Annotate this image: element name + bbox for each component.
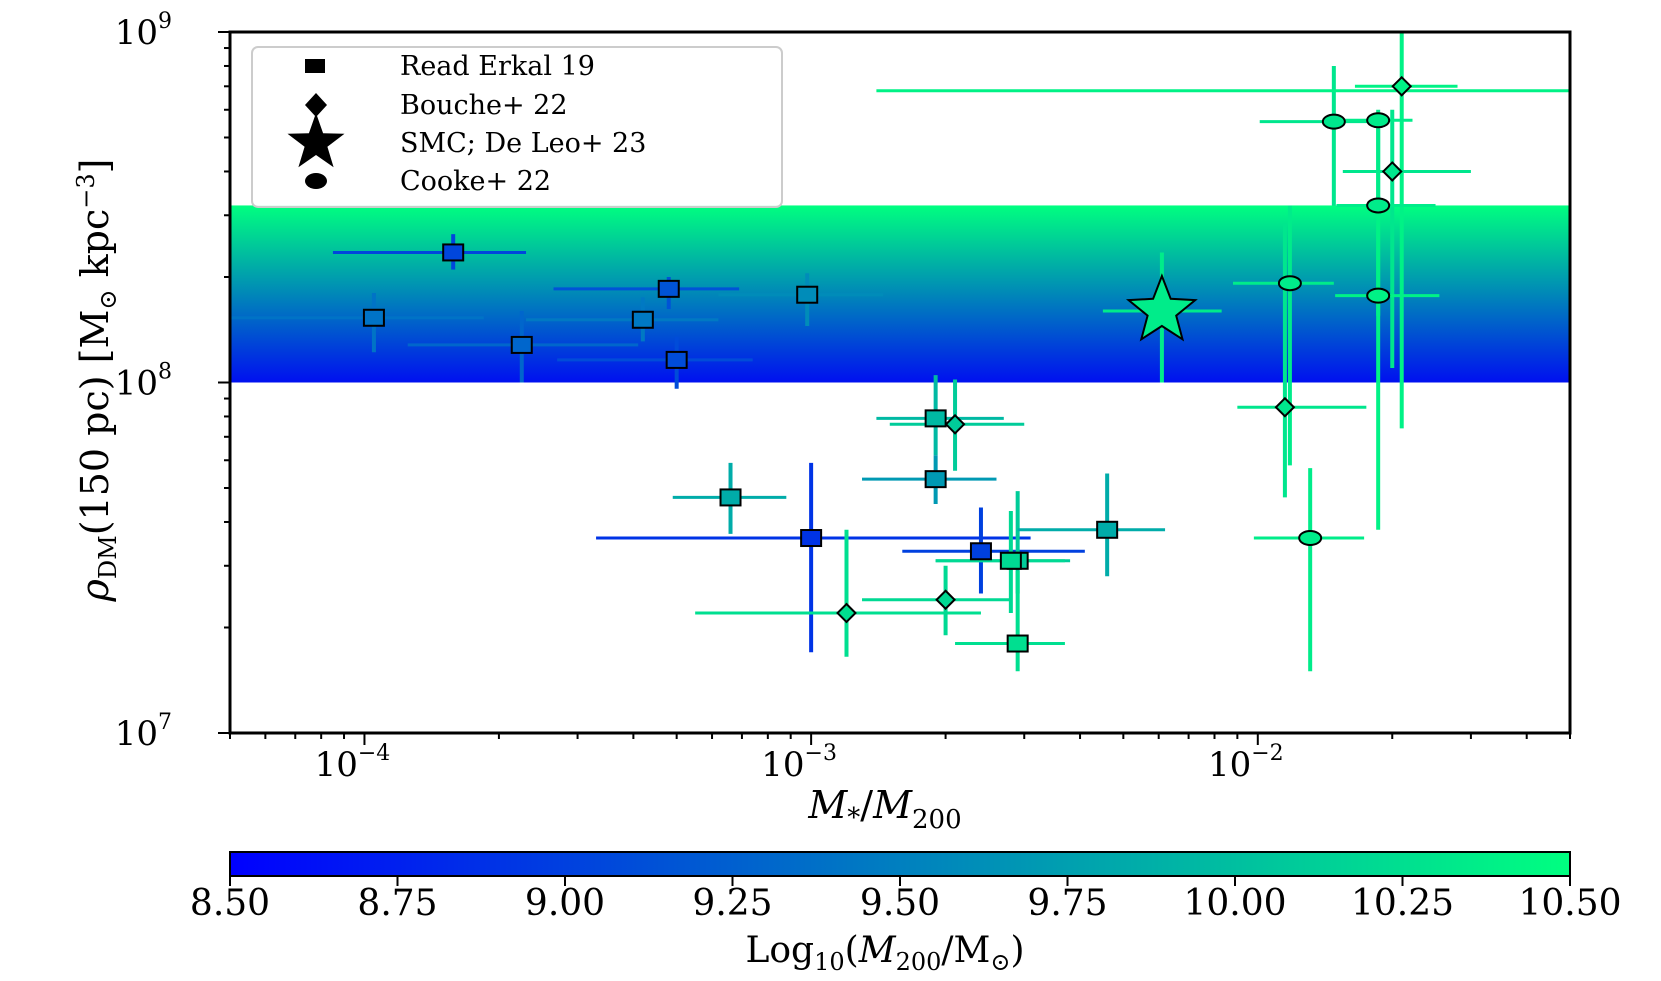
square-marker [362,308,385,327]
square-marker [1006,634,1029,653]
x-axis-ticks: 10−4 10−3 10−2 [229,733,1571,785]
y-axis-title: ρDM(150 pc) [M⊙ kpc−3] [72,159,122,603]
square-marker [924,470,947,489]
colorbar-tick-label: 8.50 [190,883,270,924]
diamond-marker [935,589,957,611]
y-tick-label: 109 [115,9,172,53]
legend-entry-label: Bouche+ 22 [400,90,568,121]
legend-entry-label: Read Erkal 19 [400,51,595,82]
colorbar-tick-label: 8.75 [357,883,437,924]
y-tick-label: 108 [115,360,172,404]
star-marker [1125,273,1198,342]
data-markers [362,75,1413,653]
colorbar-tick-label: 9.50 [860,883,940,924]
circle-marker [1321,113,1346,130]
square-marker [800,529,823,548]
square-marker [442,243,465,262]
x-tick-label: 10−4 [315,741,391,785]
diamond-marker [1381,161,1403,182]
square-marker [796,285,819,304]
square-marker [719,488,742,507]
square-marker [510,335,533,354]
legend-circle-marker [305,173,327,189]
diamond-marker [1391,75,1413,97]
circle-marker [1366,112,1391,129]
square-marker [999,551,1022,570]
colorbar [229,851,1571,877]
colorbar-tick-label: 10.50 [1518,883,1621,924]
circle-marker [1366,287,1391,304]
x-tick-label: 10−2 [1208,741,1284,785]
square-marker [969,542,992,561]
square-marker [657,279,680,298]
diamond-marker [944,413,966,435]
colorbar-tick-label: 10.25 [1351,883,1454,924]
square-marker [631,310,654,329]
diamond-marker [836,602,857,624]
colorbar-title: Log10(M200/M⊙) [745,930,1024,976]
x-tick-label: 10−3 [761,741,837,785]
colorbar-tick-label: 10.00 [1183,883,1286,924]
square-marker [665,350,688,369]
square-marker [1096,520,1119,539]
colorbar-tick-label: 9.00 [525,883,605,924]
legend-entry-label: Cooke+ 22 [400,166,551,197]
legend-diamond-marker [305,93,327,117]
square-marker [924,409,947,428]
legend-box [251,46,783,208]
error-bars [230,32,1570,672]
colorbar-tick-label: 9.25 [692,883,772,924]
legend-entry-label: SMC; De Leo+ 23 [400,128,646,159]
diamond-marker [1274,396,1296,418]
colorbar-tick-label: 9.75 [1027,883,1107,924]
legend: Read Erkal 19 Bouche+ 22 SMC; De Leo+ 23… [251,46,783,208]
circle-marker [1366,197,1391,214]
y-axis-ticks: 107 108 109 [115,9,230,754]
colorbar-ticks: 8.50 8.75 9.00 9.25 9.50 9.75 10.00 10.25 10.50 [190,876,1622,924]
y-tick-label: 107 [115,710,172,754]
legend-square-marker [305,59,325,73]
circle-marker [1277,275,1302,292]
circle-marker [1298,530,1323,547]
legend-star-marker [287,113,345,168]
x-axis-title: M*/M200 [807,783,961,835]
